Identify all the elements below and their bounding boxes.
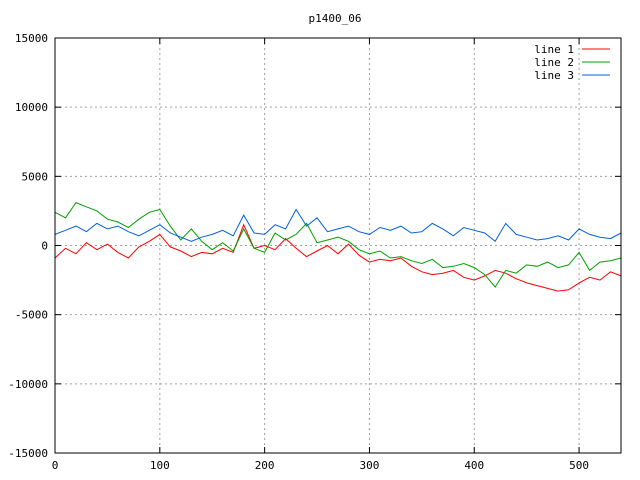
series-group: [54, 201, 622, 292]
legend-label-1: line 1: [534, 43, 574, 56]
y-tick-label: -5000: [15, 309, 48, 322]
y-tick-label: -10000: [8, 378, 48, 391]
x-tick-label: 0: [52, 459, 59, 472]
y-tick-label: 0: [41, 240, 48, 253]
x-tick-label: 300: [360, 459, 380, 472]
chart-title: p1400_06: [309, 12, 362, 25]
series-line-3: [54, 208, 622, 243]
x-tick-label: 500: [569, 459, 589, 472]
x-tick-label: 200: [255, 459, 275, 472]
y-tick-label: 5000: [22, 170, 49, 183]
grid: [55, 38, 621, 453]
y-tick-label: -15000: [8, 447, 48, 460]
axes: 0 100 200 300 400 500 -15000 -10000 -5000 0 5000 10…: [8, 32, 621, 472]
series-line-1: [54, 223, 622, 292]
series-line-2: [54, 201, 622, 288]
legend-label-2: line 2: [534, 56, 574, 69]
x-tick-label: 100: [150, 459, 170, 472]
y-tick-label: 10000: [15, 101, 48, 114]
legend-label-3: line 3: [534, 69, 574, 82]
y-tick-label: 15000: [15, 32, 48, 45]
x-tick-label: 400: [464, 459, 484, 472]
